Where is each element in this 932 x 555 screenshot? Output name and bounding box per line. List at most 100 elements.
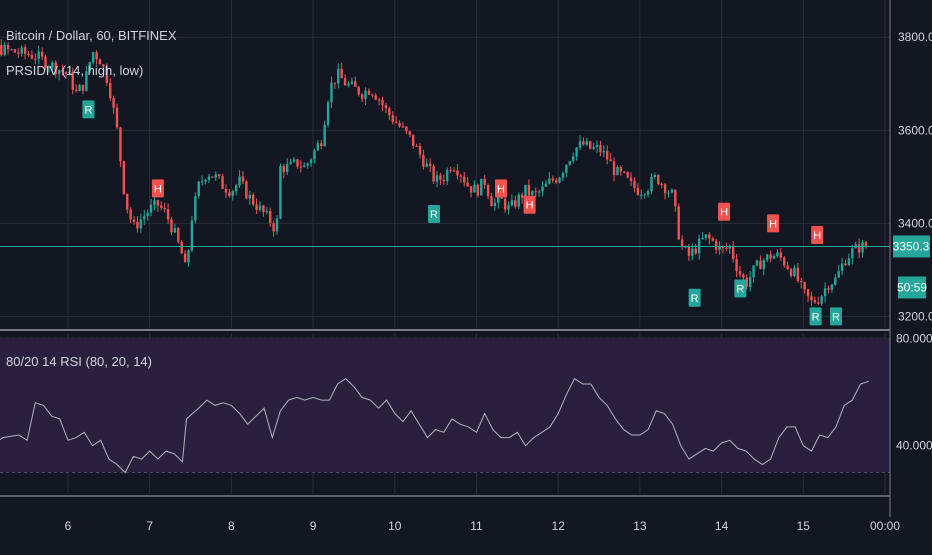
candle-body: [844, 263, 847, 266]
price-tick-label: 3400.0: [898, 216, 932, 230]
candle-body: [684, 246, 687, 248]
candle-body: [793, 267, 796, 277]
candle-body: [714, 240, 718, 250]
marker-label: H: [497, 183, 505, 195]
price-axis[interactable]: 3800.0 3600.0 3400.0 3200.0: [898, 30, 932, 323]
bar-countdown-label: 50:59: [897, 280, 927, 294]
time-tick-label: 6: [65, 519, 72, 533]
candle-body: [149, 204, 153, 213]
candle-body: [415, 145, 418, 147]
candle-body: [13, 49, 17, 53]
candle-body: [704, 234, 708, 239]
candle-body: [708, 234, 711, 239]
rsi-tick-label: 40.0000: [896, 439, 932, 453]
candle-body: [309, 159, 313, 164]
candle-body: [548, 178, 551, 184]
candle-body: [544, 183, 548, 187]
candle-body: [401, 126, 405, 128]
candle-body: [221, 176, 224, 189]
candle-body: [432, 166, 435, 182]
candle-body: [779, 252, 783, 258]
marker-label: R: [430, 209, 438, 221]
candle-body: [480, 178, 483, 196]
rsi-axis[interactable]: 80.0000 40.0000: [896, 331, 932, 452]
indicator-legend[interactable]: PRSIDIV (14, high, low): [6, 63, 143, 78]
candle-body: [810, 296, 813, 301]
candle-body: [582, 141, 585, 145]
hidden-divergence-marker: H: [718, 202, 731, 221]
candle-body: [91, 52, 95, 63]
candle-body: [71, 72, 74, 90]
candle-body: [827, 288, 830, 290]
candle-body: [680, 239, 684, 248]
marker-label: H: [769, 218, 777, 230]
candle-body: [748, 277, 752, 287]
candle-body: [119, 127, 122, 162]
candle-body: [367, 90, 371, 95]
candle-body: [776, 252, 779, 257]
symbol-legend[interactable]: Bitcoin / Dollar, 60, BITFINEX: [6, 28, 177, 43]
candle-body: [429, 163, 432, 167]
candle-body: [459, 175, 463, 177]
candle-body: [554, 180, 558, 183]
candle-body: [180, 241, 183, 254]
candle-body: [834, 277, 837, 285]
candle-body: [275, 218, 279, 232]
candle-body: [772, 256, 776, 259]
candle-body: [105, 66, 109, 84]
candle-body: [364, 90, 367, 99]
candle-body: [272, 223, 275, 232]
candle-body: [262, 205, 265, 213]
candle-body: [507, 205, 510, 210]
candle-body: [3, 45, 6, 55]
candle-body: [476, 184, 480, 196]
marker-label: R: [736, 283, 744, 295]
candle-body: [456, 170, 459, 176]
candle-body: [864, 242, 868, 248]
candle-body: [561, 172, 565, 178]
candle-body: [374, 95, 377, 100]
hidden-divergence-marker: H: [523, 195, 536, 214]
candle-body: [851, 248, 854, 259]
candle-body: [636, 188, 640, 195]
candle-body: [687, 246, 691, 256]
candle-body: [435, 175, 439, 182]
candle-body: [282, 166, 286, 173]
candle-body: [653, 174, 657, 177]
candle-body: [34, 58, 37, 60]
candle-body: [347, 83, 350, 86]
candle-body: [735, 258, 738, 272]
candle-body: [524, 184, 527, 198]
candle-body: [677, 206, 680, 240]
candle-body: [129, 209, 132, 220]
candle-body: [657, 174, 660, 185]
candle-body: [837, 271, 840, 278]
candle-body: [691, 248, 694, 256]
candle-body: [85, 71, 88, 91]
candle-body: [701, 238, 704, 240]
time-tick-label: 7: [146, 519, 153, 533]
candle-body: [520, 194, 524, 198]
candle-body: [817, 302, 820, 304]
candle-body: [558, 177, 561, 183]
candle-body: [514, 200, 517, 207]
candle-body: [861, 242, 864, 253]
candle-body: [207, 176, 211, 180]
candle-body: [197, 181, 200, 197]
candle-body: [769, 254, 772, 259]
time-tick-label: 00:00: [870, 519, 900, 533]
candle-body: [333, 82, 337, 84]
candle-body: [166, 209, 170, 220]
candle-body: [173, 228, 177, 233]
time-axis[interactable]: 6 7 8 9 10 11 12 13 14 15 00:00: [65, 519, 901, 533]
candle-body: [68, 72, 71, 74]
candle-body: [738, 271, 742, 275]
candle-body: [425, 163, 428, 167]
candle-body: [588, 141, 592, 149]
hidden-divergence-marker: H: [767, 214, 780, 233]
candle-body: [360, 94, 364, 99]
rsi-legend[interactable]: 80/20 14 RSI (80, 20, 14): [6, 354, 152, 369]
candle-body: [762, 260, 766, 270]
